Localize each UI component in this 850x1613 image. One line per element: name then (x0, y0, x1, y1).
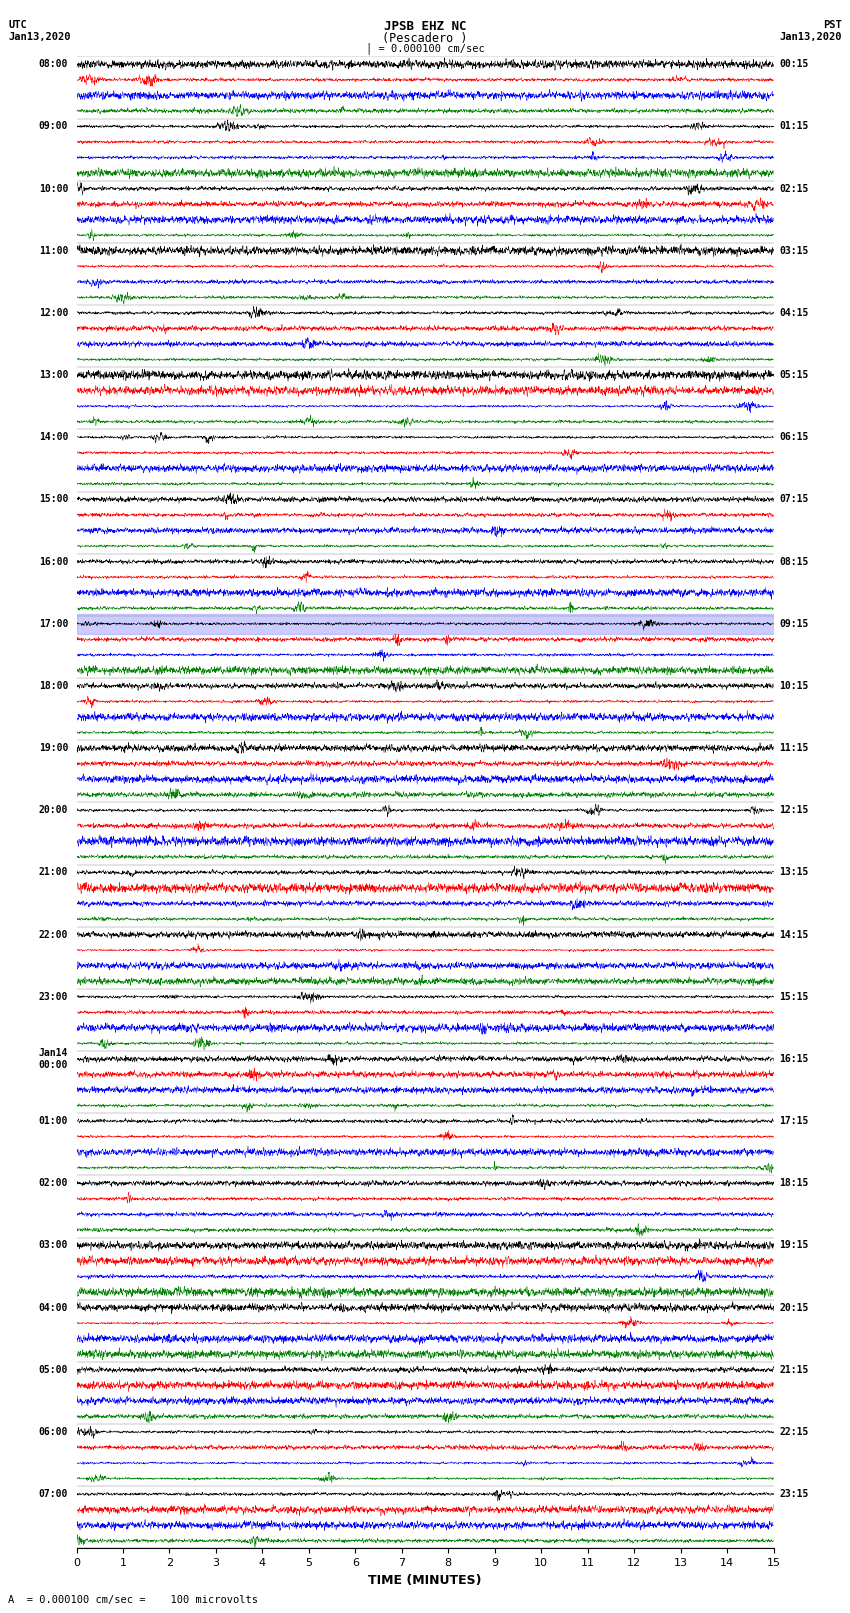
Text: 21:15: 21:15 (779, 1365, 808, 1374)
Text: 21:00: 21:00 (39, 868, 68, 877)
Text: 11:15: 11:15 (779, 744, 808, 753)
Text: 05:00: 05:00 (39, 1365, 68, 1374)
Text: JPSB EHZ NC: JPSB EHZ NC (383, 19, 467, 34)
Text: A  = 0.000100 cm/sec =    100 microvolts: A = 0.000100 cm/sec = 100 microvolts (8, 1595, 258, 1605)
Text: 14:00: 14:00 (39, 432, 68, 442)
X-axis label: TIME (MINUTES): TIME (MINUTES) (368, 1574, 482, 1587)
Text: 08:00: 08:00 (39, 60, 68, 69)
Text: 20:00: 20:00 (39, 805, 68, 815)
Text: 17:00: 17:00 (39, 619, 68, 629)
Text: UTC
Jan13,2020: UTC Jan13,2020 (8, 19, 71, 42)
Text: 01:15: 01:15 (779, 121, 808, 131)
Text: 00:15: 00:15 (779, 60, 808, 69)
Text: 13:15: 13:15 (779, 868, 808, 877)
Text: 10:00: 10:00 (39, 184, 68, 194)
Text: 02:15: 02:15 (779, 184, 808, 194)
Text: 04:15: 04:15 (779, 308, 808, 318)
Text: 01:00: 01:00 (39, 1116, 68, 1126)
Text: 09:15: 09:15 (779, 619, 808, 629)
Text: 13:00: 13:00 (39, 369, 68, 381)
Text: 03:00: 03:00 (39, 1240, 68, 1250)
Text: 18:15: 18:15 (779, 1177, 808, 1189)
Text: 23:00: 23:00 (39, 992, 68, 1002)
Text: PST
Jan13,2020: PST Jan13,2020 (779, 19, 842, 42)
Text: 20:15: 20:15 (779, 1303, 808, 1313)
Text: 11:00: 11:00 (39, 245, 68, 256)
Text: 07:15: 07:15 (779, 495, 808, 505)
Text: 16:00: 16:00 (39, 556, 68, 566)
Text: 06:00: 06:00 (39, 1428, 68, 1437)
Text: 05:15: 05:15 (779, 369, 808, 381)
Text: 04:00: 04:00 (39, 1303, 68, 1313)
Text: 12:00: 12:00 (39, 308, 68, 318)
Text: 09:00: 09:00 (39, 121, 68, 131)
Text: 23:15: 23:15 (779, 1489, 808, 1498)
Text: 07:00: 07:00 (39, 1489, 68, 1498)
Text: 16:15: 16:15 (779, 1053, 808, 1065)
Text: 10:15: 10:15 (779, 681, 808, 690)
Text: 03:15: 03:15 (779, 245, 808, 256)
Text: │ = 0.000100 cm/sec: │ = 0.000100 cm/sec (366, 42, 484, 53)
Text: 02:00: 02:00 (39, 1177, 68, 1189)
Text: 19:15: 19:15 (779, 1240, 808, 1250)
Text: 08:15: 08:15 (779, 556, 808, 566)
Text: 18:00: 18:00 (39, 681, 68, 690)
Text: 15:00: 15:00 (39, 495, 68, 505)
Text: (Pescadero ): (Pescadero ) (382, 32, 468, 45)
Text: 17:15: 17:15 (779, 1116, 808, 1126)
Text: 22:00: 22:00 (39, 929, 68, 940)
Text: 14:15: 14:15 (779, 929, 808, 940)
Text: 12:15: 12:15 (779, 805, 808, 815)
Text: 19:00: 19:00 (39, 744, 68, 753)
Text: 15:15: 15:15 (779, 992, 808, 1002)
Text: Jan14
00:00: Jan14 00:00 (39, 1048, 68, 1069)
Text: 06:15: 06:15 (779, 432, 808, 442)
Text: 22:15: 22:15 (779, 1428, 808, 1437)
Bar (76, 613, 774, 634)
